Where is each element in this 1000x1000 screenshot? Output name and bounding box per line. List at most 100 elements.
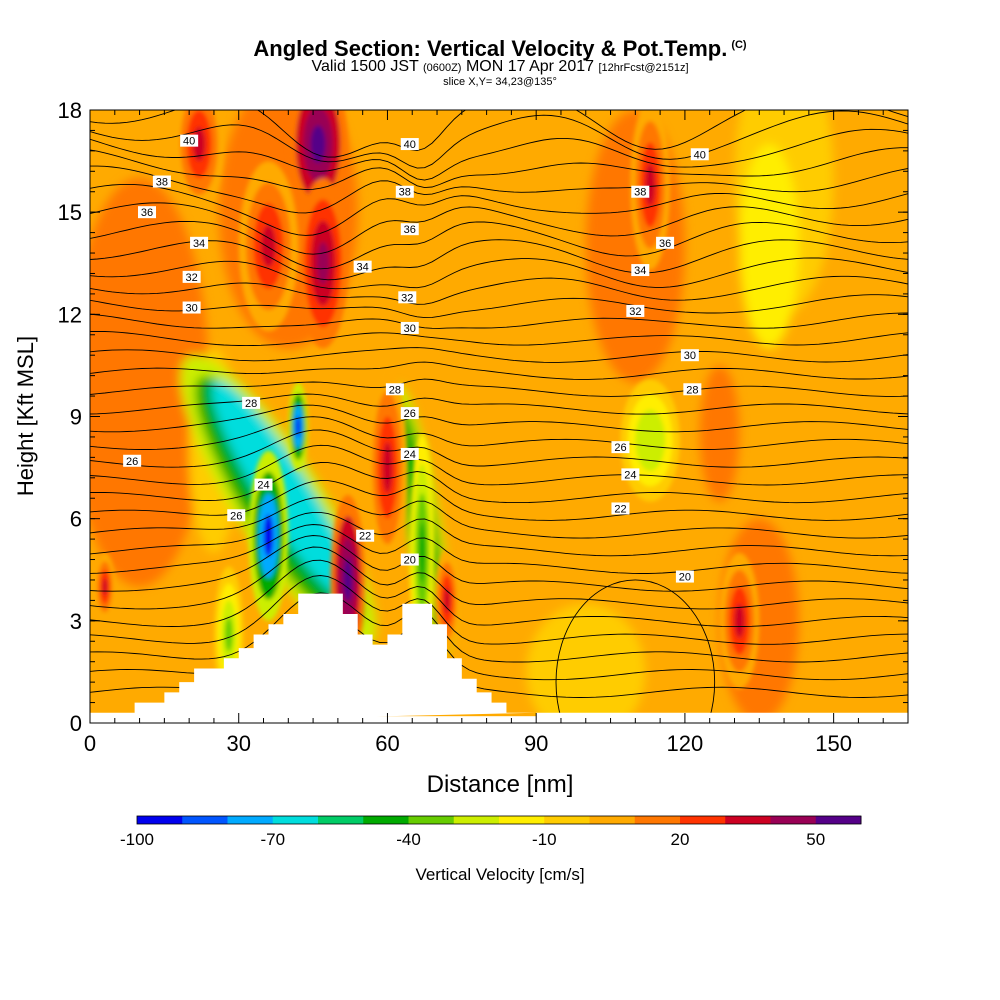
contour-label: 32 xyxy=(182,270,201,284)
colorbar-swatch xyxy=(634,816,681,824)
contour-label-text: 20 xyxy=(404,555,416,567)
colorbar-swatch xyxy=(363,816,409,824)
contour-label-text: 24 xyxy=(624,469,636,481)
colorbar-swatch xyxy=(453,816,500,824)
isentrope-line xyxy=(90,347,908,363)
contour-label-box xyxy=(227,509,246,522)
isentrope-line xyxy=(90,312,908,329)
contour-label: 36 xyxy=(400,223,419,236)
colorbar-swatch xyxy=(725,816,771,824)
contour-label-text: 28 xyxy=(245,398,257,410)
contour-label-text: 26 xyxy=(230,510,242,522)
colorbar-label: Vertical Velocity [cm/s] xyxy=(415,865,584,884)
contour-label: 22 xyxy=(611,502,630,515)
isentrope-line xyxy=(90,361,908,380)
contour-label: 28 xyxy=(683,383,702,396)
colorbar-tick-label: -100 xyxy=(120,830,154,849)
contour-label-text: 26 xyxy=(404,408,416,420)
contour-label: 38 xyxy=(395,185,414,199)
contour-label-box xyxy=(631,264,650,277)
contour-label-text: 28 xyxy=(389,384,401,396)
chart-subtitle: Valid 1500 JST (0600Z) MON 17 Apr 2017 [… xyxy=(311,58,689,75)
downdraft-region xyxy=(295,415,301,438)
isentrope-line xyxy=(90,404,908,433)
isentrope-line xyxy=(90,330,908,347)
isentrope-line xyxy=(90,535,908,592)
colorbar-swatch xyxy=(680,816,726,824)
contour-label-box xyxy=(656,236,675,249)
colorbar-swatch xyxy=(227,816,274,824)
x-tick-label: 60 xyxy=(375,731,399,756)
colorbar-swatch xyxy=(272,816,319,824)
contour-label-text: 24 xyxy=(404,449,416,461)
contour-label: 40 xyxy=(400,138,419,151)
contour-label-box xyxy=(353,260,372,273)
contour-label-text: 40 xyxy=(404,139,416,151)
velocity-field: 40 40 40 38 38 38 36 36 36 34 34 34 32 32 32 30 30 30 28 28… xyxy=(90,110,908,723)
colorbar-swatch xyxy=(182,816,228,824)
contour-label-text: 36 xyxy=(404,224,416,236)
contour-label-box xyxy=(395,185,414,198)
isentrope-line xyxy=(90,378,908,397)
contour-label: 20 xyxy=(400,553,419,567)
contour-label-box xyxy=(621,468,640,481)
contour-label-box xyxy=(123,454,142,467)
contour-label-text: 38 xyxy=(634,187,646,199)
contour-label: 26 xyxy=(123,454,142,468)
colorbar: -100 -70 -40 -10 20 50 xyxy=(120,815,862,849)
isentrope-line xyxy=(90,429,908,468)
isentrope-line xyxy=(90,220,908,270)
contour-label: 32 xyxy=(398,291,417,304)
contour-label-box xyxy=(631,185,650,198)
x-tick-label: 90 xyxy=(524,731,548,756)
colorbar-swatch xyxy=(318,816,364,824)
updraft-region xyxy=(645,163,656,207)
contour-label-text: 36 xyxy=(659,238,671,250)
colorbar-swatch xyxy=(137,816,183,824)
contour-label-text: 20 xyxy=(679,572,691,584)
contour-label: 34 xyxy=(631,264,650,277)
contour-label: 28 xyxy=(242,396,261,410)
isentrope-line xyxy=(90,546,908,610)
contour-label-text: 24 xyxy=(257,480,269,492)
contour-label: 40 xyxy=(180,134,199,148)
contour-label-box xyxy=(675,570,694,583)
contour-label-box xyxy=(242,396,261,409)
colorbar-tick-label: 20 xyxy=(671,830,690,849)
copyright-mark: (C) xyxy=(731,38,747,51)
colorbar-tick-label: -70 xyxy=(260,830,285,849)
isentrope-line xyxy=(90,592,908,663)
colorbar-swatch xyxy=(499,816,545,824)
contour-label-box xyxy=(611,502,630,515)
isentrope-line xyxy=(90,239,908,281)
downdraft-region xyxy=(225,617,233,652)
contour-label-box xyxy=(190,236,209,249)
x-tick-label: 150 xyxy=(815,731,852,756)
contour-label-box xyxy=(400,321,419,334)
contour-label-box xyxy=(356,529,375,542)
contour-label: 36 xyxy=(138,206,157,219)
contour-label-text: 34 xyxy=(634,265,646,277)
updraft-region xyxy=(382,442,393,494)
isentrope-line xyxy=(90,294,908,319)
contour-label-text: 30 xyxy=(186,303,198,315)
contour-label-box xyxy=(690,148,709,161)
contour-label-box xyxy=(400,553,419,566)
chart-title: Angled Section: Vertical Velocity & Pot.… xyxy=(253,36,747,61)
contour-label: 24 xyxy=(621,468,640,481)
terrain-shape xyxy=(90,593,908,723)
contour-label-text: 26 xyxy=(126,456,138,468)
colorbar-swatch xyxy=(815,816,862,824)
contour-label-text: 30 xyxy=(404,323,416,335)
contour-label: 24 xyxy=(254,478,273,492)
contour-label-box xyxy=(182,270,201,283)
updraft-region xyxy=(310,125,326,163)
colorbar-swatch xyxy=(589,816,636,824)
contour-label-box xyxy=(400,223,419,236)
velocity-region xyxy=(90,178,209,587)
contour-label-box xyxy=(254,478,273,491)
isentrope-line xyxy=(555,579,716,723)
contour-label: 38 xyxy=(152,175,171,189)
contour-label-text: 30 xyxy=(684,350,696,362)
